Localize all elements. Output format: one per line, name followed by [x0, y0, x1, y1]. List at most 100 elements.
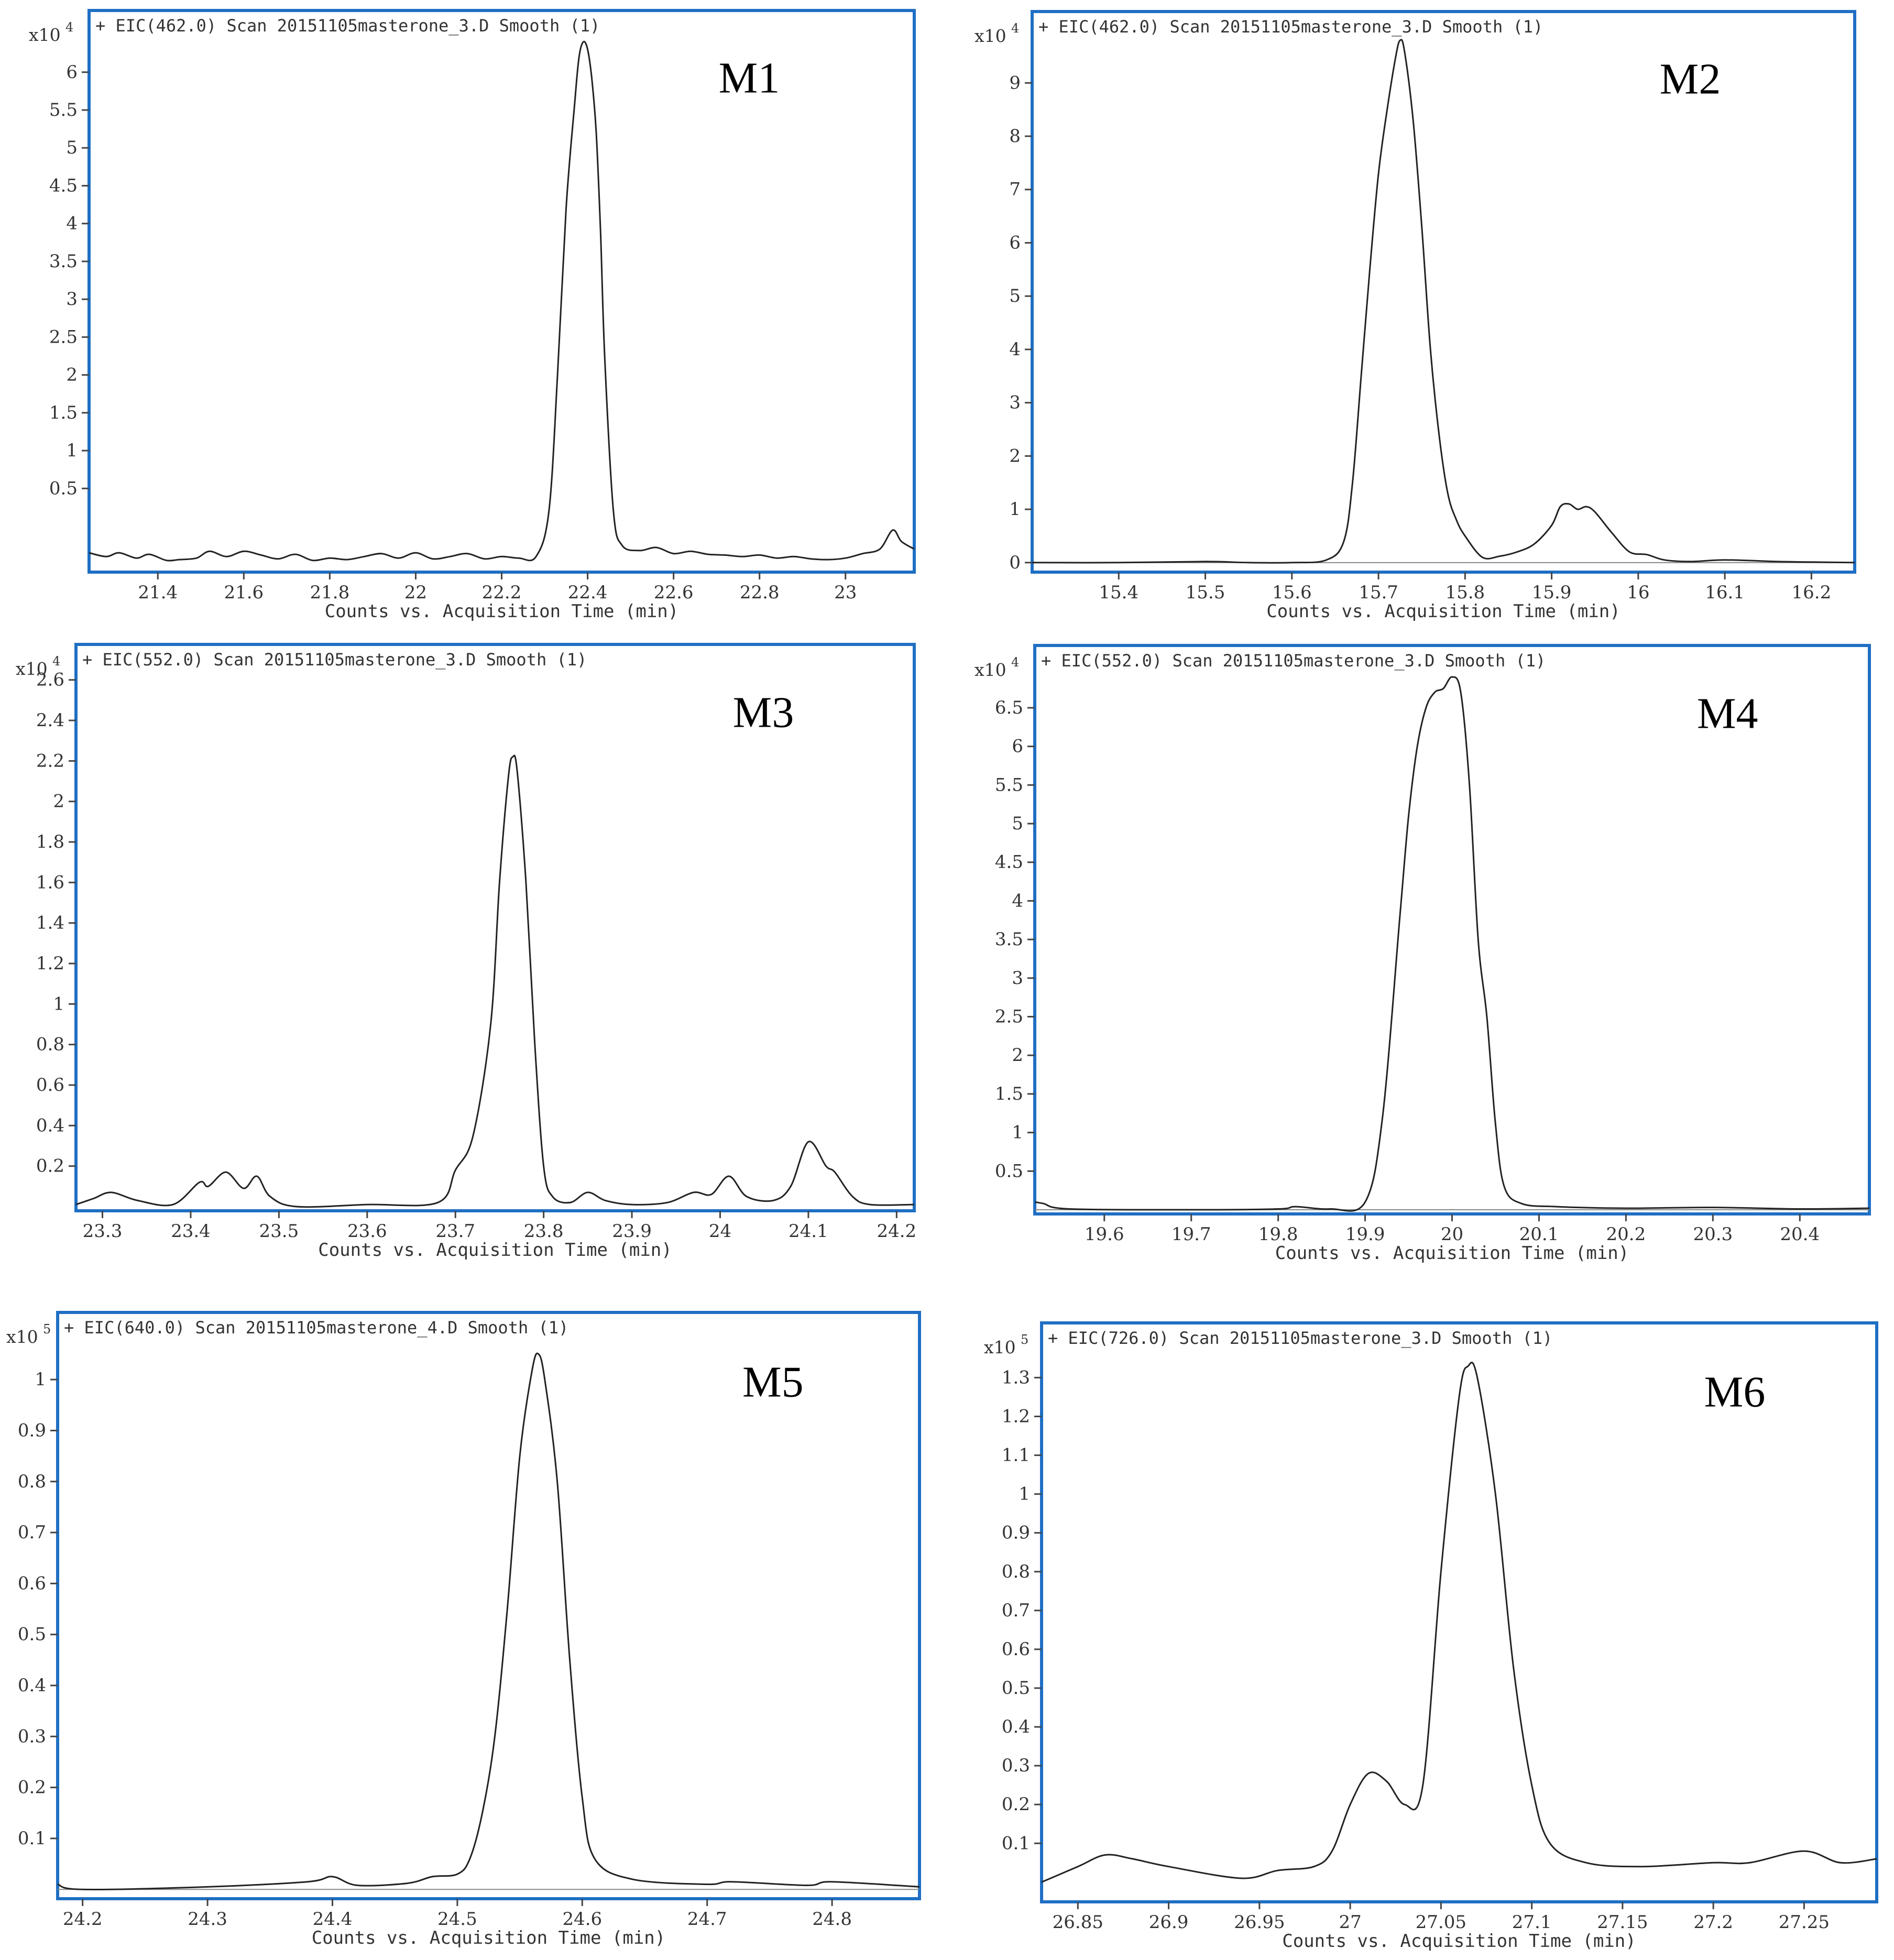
- y-tick-label: 2.6: [36, 670, 64, 691]
- y-tick-label: 6: [1009, 232, 1021, 253]
- y-tick-label: 1: [1019, 1484, 1030, 1505]
- y-scale-exponent: 5: [1021, 1332, 1028, 1347]
- plot-frame: [1040, 1321, 1878, 1903]
- x-axis-label: Counts vs. Acquisition Time (min): [1275, 1243, 1629, 1264]
- chart-svg: + EIC(726.0) Scan 20151105masterone_3.D …: [984, 1321, 1878, 1952]
- x-axis-label: Counts vs. Acquisition Time (min): [318, 1240, 672, 1261]
- y-tick-label: 0.5: [1002, 1678, 1030, 1699]
- x-tick-label: 24.6: [562, 1909, 602, 1930]
- y-tick-label: 5: [1012, 813, 1023, 834]
- y-tick-label: 1: [66, 440, 78, 461]
- x-tick-label: 24.8: [812, 1909, 852, 1930]
- y-tick-label: 4: [1009, 339, 1021, 360]
- y-tick-label: 1: [1012, 1122, 1023, 1143]
- ion-chromatogram-trace: [1032, 39, 1855, 564]
- x-tick-label: 27.2: [1693, 1912, 1733, 1933]
- y-tick-label: 2: [53, 791, 64, 812]
- y-tick-label: 0.4: [1002, 1716, 1030, 1737]
- y-tick-label: 2.5: [995, 1006, 1023, 1027]
- y-tick-label: 1.5: [995, 1083, 1023, 1104]
- ion-chromatogram-trace: [1034, 676, 1870, 1212]
- y-tick-label: 0.7: [1002, 1600, 1030, 1621]
- x-tick-label: 24.7: [687, 1909, 727, 1930]
- x-tick-label: 22.6: [654, 582, 694, 603]
- x-tick-label: 22.8: [740, 582, 780, 603]
- chromatogram-panel-2: + EIC(462.0) Scan 20151105masterone_3.D …: [948, 0, 1894, 639]
- chromatogram-panel-5: + EIC(640.0) Scan 20151105masterone_4.D …: [0, 1299, 948, 1960]
- y-tick-label: 0.9: [1002, 1523, 1030, 1543]
- y-tick-label: 4.5: [995, 852, 1023, 873]
- y-tick-label: 9: [1009, 72, 1021, 93]
- y-tick-label: 0.7: [18, 1522, 46, 1543]
- y-tick-label: 6: [66, 62, 78, 83]
- x-tick-label: 24.4: [313, 1909, 353, 1930]
- y-tick-label: 0.8: [1002, 1561, 1030, 1582]
- y-tick-label: 1.8: [36, 831, 64, 852]
- y-tick-label: 0.8: [36, 1034, 64, 1055]
- x-tick-label: 24.3: [188, 1909, 227, 1930]
- x-tick-label: 24.5: [437, 1909, 477, 1930]
- plot-frame: [56, 1311, 921, 1900]
- y-scale-exponent: 5: [43, 1322, 51, 1337]
- x-tick-label: 23.5: [259, 1221, 299, 1242]
- x-tick-label: 16: [1627, 582, 1649, 603]
- y-tick-label: 0.9: [18, 1420, 46, 1441]
- chart-header: + EIC(462.0) Scan 20151105masterone_3.D …: [1038, 17, 1543, 37]
- panel-label: M3: [733, 688, 794, 737]
- panel-label: M2: [1660, 54, 1721, 103]
- ion-chromatogram-trace: [75, 754, 915, 1208]
- x-axis-label: Counts vs. Acquisition Time (min): [312, 1928, 666, 1948]
- x-tick-label: 16.2: [1792, 582, 1832, 603]
- y-tick-label: 0.2: [18, 1777, 46, 1798]
- y-tick-label: 3: [1012, 968, 1023, 989]
- y-tick-label: 4: [1012, 890, 1023, 911]
- x-tick-label: 20.3: [1693, 1224, 1733, 1245]
- x-tick-label: 26.85: [1053, 1912, 1103, 1933]
- x-tick-label: 23.4: [171, 1221, 211, 1242]
- chromatogram-panel-1: + EIC(462.0) Scan 20151105masterone_3.D …: [0, 0, 948, 639]
- y-tick-label: 0.6: [36, 1075, 64, 1096]
- x-tick-label: 15.4: [1099, 582, 1138, 603]
- y-scale-exponent: 4: [1011, 21, 1019, 36]
- x-tick-label: 23.8: [524, 1221, 564, 1242]
- y-scale-prefix: x10: [975, 660, 1006, 680]
- y-tick-label: 2.4: [36, 710, 64, 731]
- chart-header: + EIC(640.0) Scan 20151105masterone_4.D …: [64, 1318, 568, 1338]
- x-tick-label: 20.1: [1519, 1224, 1559, 1245]
- x-tick-label: 22.2: [482, 582, 522, 603]
- x-tick-label: 20.2: [1606, 1224, 1646, 1245]
- x-tick-label: 27.25: [1779, 1912, 1830, 1933]
- y-scale-prefix: x10: [975, 26, 1006, 46]
- y-scale-prefix: x10: [29, 25, 61, 45]
- y-tick-label: 7: [1009, 179, 1021, 200]
- y-tick-label: 2: [1012, 1045, 1023, 1066]
- chart-svg: + EIC(552.0) Scan 20151105masterone_3.D …: [975, 644, 1871, 1264]
- y-tick-label: 3: [1009, 392, 1021, 413]
- y-tick-label: 2.5: [49, 326, 78, 347]
- y-scale-prefix: x10: [16, 659, 48, 679]
- y-tick-label: 6: [1012, 736, 1023, 757]
- x-tick-label: 24.1: [789, 1221, 828, 1242]
- chart-svg: + EIC(640.0) Scan 20151105masterone_4.D …: [6, 1311, 921, 1948]
- ion-chromatogram-trace: [89, 40, 915, 562]
- y-tick-label: 1: [53, 993, 64, 1014]
- ion-chromatogram-trace: [57, 1352, 920, 1890]
- chart-header: + EIC(552.0) Scan 20151105masterone_3.D …: [1041, 651, 1546, 671]
- chart-svg: + EIC(462.0) Scan 20151105masterone_3.D …: [29, 9, 916, 622]
- ion-chromatogram-trace: [1041, 1362, 1877, 1883]
- chart-header: + EIC(726.0) Scan 20151105masterone_3.D …: [1048, 1328, 1552, 1348]
- x-tick-label: 22.4: [568, 582, 608, 603]
- x-tick-label: 23: [834, 582, 857, 603]
- x-tick-label: 24.2: [877, 1221, 916, 1242]
- x-tick-label: 27.1: [1512, 1912, 1552, 1933]
- chart-svg: + EIC(462.0) Scan 20151105masterone_3.D …: [975, 10, 1856, 622]
- y-tick-label: 1.4: [36, 913, 64, 934]
- x-tick-label: 19.6: [1085, 1224, 1124, 1245]
- y-tick-label: 5: [1009, 286, 1021, 306]
- y-tick-label: 0.5: [995, 1160, 1023, 1181]
- x-tick-label: 22: [404, 582, 427, 603]
- y-tick-label: 0.6: [1002, 1639, 1030, 1660]
- chromatogram-panel-3: + EIC(552.0) Scan 20151105masterone_3.D …: [0, 639, 948, 1299]
- chromatogram-panel-6: + EIC(726.0) Scan 20151105masterone_3.D …: [948, 1299, 1894, 1960]
- x-tick-label: 19.8: [1258, 1224, 1298, 1245]
